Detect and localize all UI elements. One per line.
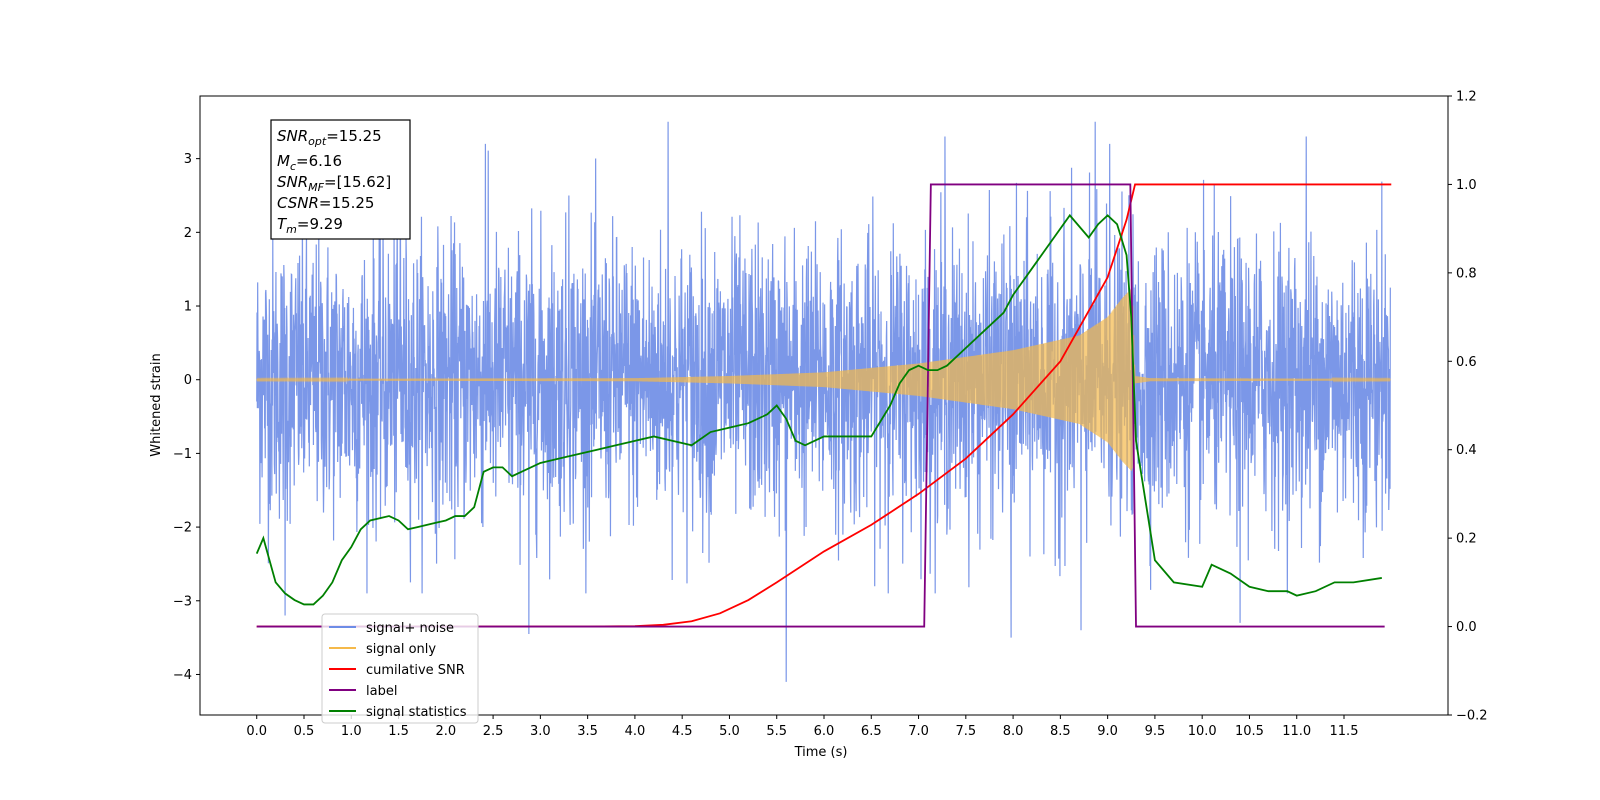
y2-tick-label: 0.8 bbox=[1456, 266, 1477, 281]
y2-tick-label: 0.6 bbox=[1456, 355, 1477, 370]
x-tick-label: 3.0 bbox=[530, 724, 551, 739]
x-tick-label: 9.0 bbox=[1097, 724, 1118, 739]
annotation-line: Tm=9.29 bbox=[277, 215, 343, 236]
x-tick-label: 10.5 bbox=[1235, 724, 1264, 739]
y-tick-label: 2 bbox=[184, 226, 192, 241]
x-tick-label: 4.0 bbox=[625, 724, 646, 739]
x-tick-label: 6.5 bbox=[861, 724, 882, 739]
annotation-line: SNRMF=[15.62] bbox=[277, 173, 391, 194]
legend-label: signal+ noise bbox=[366, 621, 454, 636]
series-cumilative-snr bbox=[256, 183, 1392, 628]
x-tick-label: 8.0 bbox=[1003, 724, 1024, 739]
x-tick-label: 3.5 bbox=[577, 724, 598, 739]
y-tick-label: −2 bbox=[173, 521, 192, 536]
x-tick-label: 11.0 bbox=[1282, 724, 1311, 739]
x-tick-label: 11.5 bbox=[1330, 724, 1359, 739]
series-signal-noise bbox=[256, 121, 1391, 682]
series-signal-only bbox=[256, 287, 1391, 471]
annotation-line: CSNR=15.25 bbox=[277, 194, 374, 212]
y-axis-left: −4 −3 −2 −1 0 1 2 3 bbox=[173, 152, 200, 683]
x-tick-label: 2.0 bbox=[435, 724, 456, 739]
plot-area bbox=[255, 121, 1392, 682]
x-tick-label: 9.5 bbox=[1145, 724, 1166, 739]
legend-label: cumilative SNR bbox=[366, 663, 465, 678]
x-axis-title: Time (s) bbox=[794, 745, 848, 760]
y-tick-label: 0 bbox=[184, 373, 192, 388]
annotation-box: SNRopt=15.25 Mc=6.16SNRMF=[15.62]CSNR=15.… bbox=[270, 119, 411, 240]
x-tick-label: 0.0 bbox=[246, 724, 267, 739]
y-tick-label: −4 bbox=[173, 668, 192, 683]
y2-tick-label: 0.4 bbox=[1456, 443, 1477, 458]
annotation-line: Mc=6.16 bbox=[277, 152, 342, 173]
x-tick-label: 7.5 bbox=[955, 724, 976, 739]
y-tick-label: −3 bbox=[173, 594, 192, 609]
legend-label: signal only bbox=[366, 642, 436, 657]
y2-tick-label: 1.2 bbox=[1456, 90, 1477, 105]
series-signal-statistics bbox=[255, 213, 1382, 606]
y-tick-label: 3 bbox=[184, 152, 192, 167]
x-axis: 0.0 0.5 1.0 1.5 2.0 2.5 3.0 3.5 4.0 4.5 5.0 5.5 6.0 6… bbox=[246, 715, 1358, 739]
x-tick-label: 1.5 bbox=[388, 724, 409, 739]
y2-tick-label: 1.0 bbox=[1456, 178, 1477, 193]
x-tick-label: 7.0 bbox=[908, 724, 929, 739]
y-tick-label: 1 bbox=[184, 300, 192, 315]
annotation-line: SNRopt=15.25 bbox=[277, 127, 382, 148]
x-tick-label: 0.5 bbox=[294, 724, 315, 739]
x-tick-label: 8.5 bbox=[1050, 724, 1071, 739]
x-tick-label: 10.0 bbox=[1188, 724, 1217, 739]
y-axis-title: Whitened strain bbox=[149, 353, 164, 456]
x-tick-label: 4.5 bbox=[672, 724, 693, 739]
series-label bbox=[256, 183, 1385, 628]
y-tick-label: −1 bbox=[173, 447, 192, 462]
y-axis-right: −0.2 0.0 0.2 0.4 0.6 0.8 1.0 1.2 bbox=[1448, 90, 1488, 724]
x-tick-label: 1.0 bbox=[341, 724, 362, 739]
x-tick-label: 5.0 bbox=[719, 724, 740, 739]
y2-tick-label: 0.0 bbox=[1456, 620, 1477, 635]
legend: signal+ noise signal only cumilative SNR la… bbox=[321, 613, 479, 724]
y2-tick-label: 0.2 bbox=[1456, 532, 1477, 547]
y2-tick-label: −0.2 bbox=[1456, 709, 1488, 724]
x-tick-label: 6.0 bbox=[814, 724, 835, 739]
x-tick-label: 5.5 bbox=[766, 724, 787, 739]
legend-label: signal statistics bbox=[366, 705, 467, 720]
x-tick-label: 2.5 bbox=[483, 724, 504, 739]
legend-label: label bbox=[366, 684, 397, 699]
